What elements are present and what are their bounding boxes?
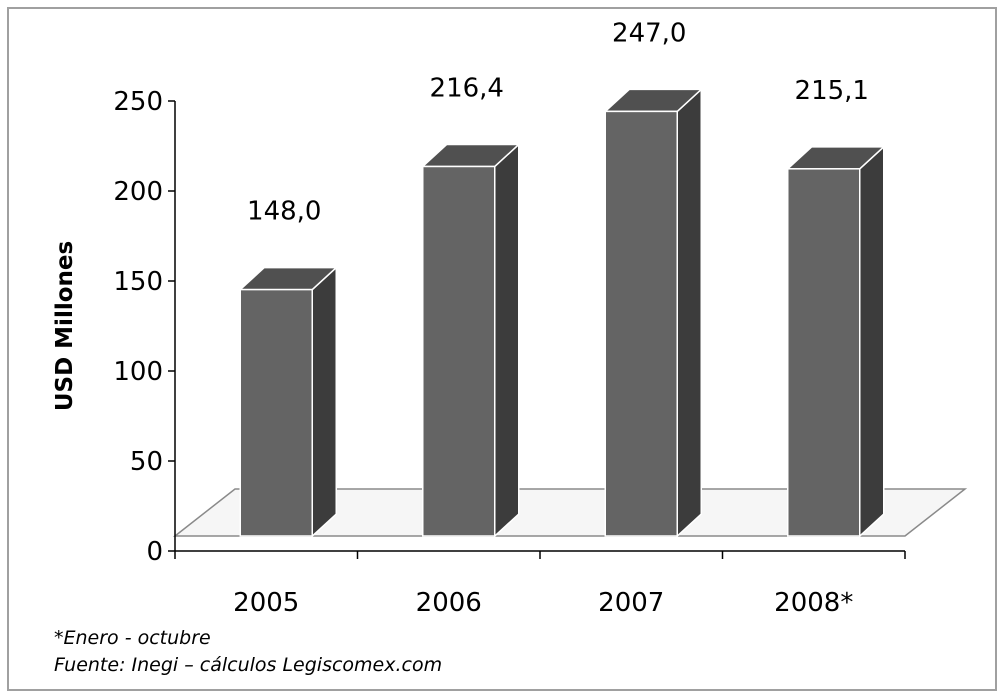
bar-front-face xyxy=(422,165,496,537)
data-label: 247,0 xyxy=(612,18,686,48)
x-tick-label: 2005 xyxy=(233,588,299,618)
y-tick-label: 200 xyxy=(113,177,163,207)
bar-2005 xyxy=(238,265,339,538)
footnote-period: *Enero - octubre xyxy=(54,627,211,649)
bar-side-face xyxy=(676,87,702,538)
bar-side-face xyxy=(311,265,337,538)
bar-2008 xyxy=(785,145,886,538)
y-axis-title: USD Millones xyxy=(52,241,78,411)
y-tick-label: 150 xyxy=(113,267,163,297)
x-tick-label: 2008* xyxy=(774,588,853,618)
y-tick-label: 0 xyxy=(146,537,163,567)
y-tick-label: 50 xyxy=(130,447,163,477)
bar-2006 xyxy=(420,142,521,538)
bar-side-face xyxy=(859,145,885,538)
y-tick-label: 250 xyxy=(113,87,163,117)
x-tick-label: 2007 xyxy=(598,588,664,618)
bar-front-face xyxy=(604,110,678,537)
footnote-source: Fuente: Inegi – cálculos Legiscomex.com xyxy=(54,654,443,676)
data-label: 148,0 xyxy=(247,197,321,227)
bar-front-face xyxy=(239,288,313,537)
data-label: 216,4 xyxy=(430,73,504,103)
y-tick-label: 100 xyxy=(113,357,163,387)
bar-front-face xyxy=(787,168,861,537)
data-label: 215,1 xyxy=(795,76,869,106)
x-tick-label: 2006 xyxy=(416,588,482,618)
bar-2007 xyxy=(603,87,704,538)
bar-side-face xyxy=(494,142,520,538)
